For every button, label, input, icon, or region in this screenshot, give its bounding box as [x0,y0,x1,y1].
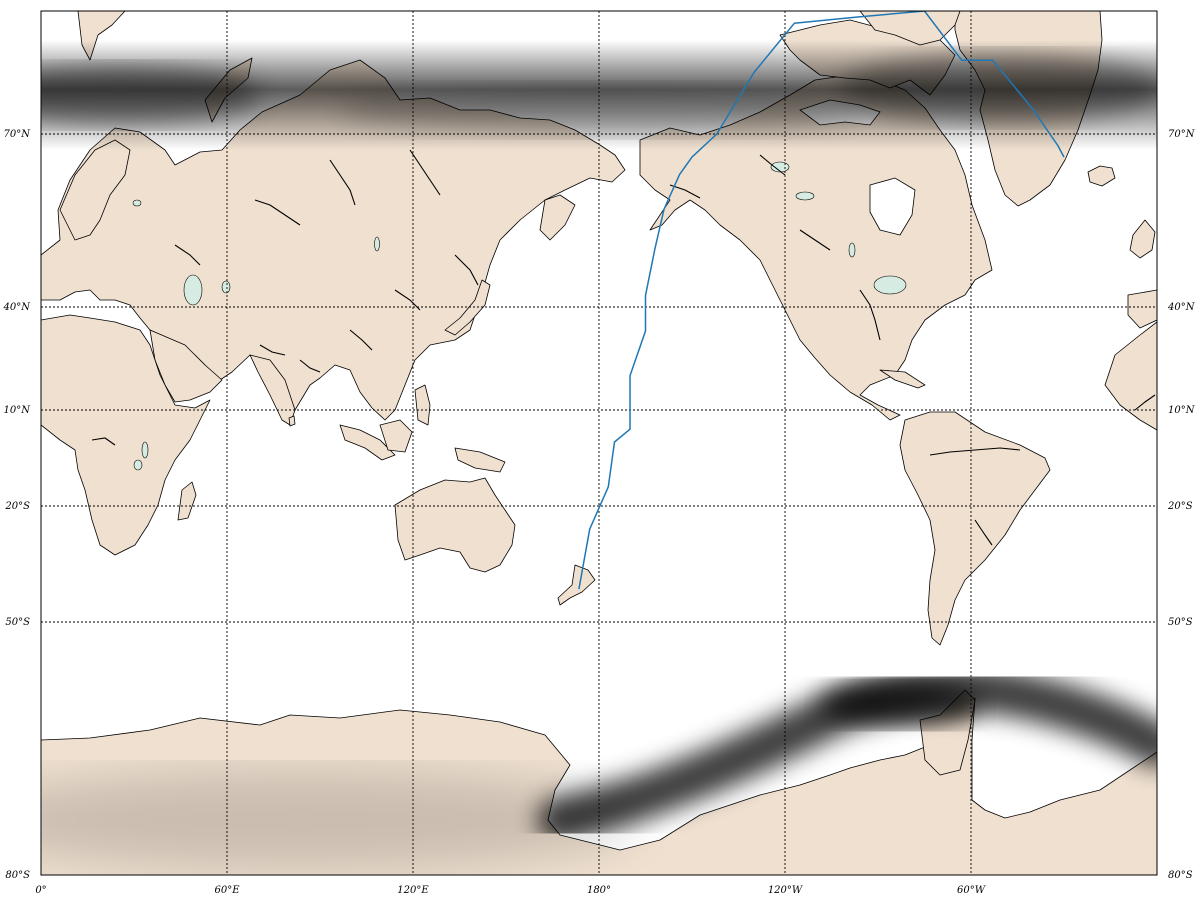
landmass-madagascar [177,481,197,521]
lake-ladoga [132,199,142,207]
rivers [91,149,1156,546]
lake-winnipeg [848,242,856,258]
shading-north-core-east [840,53,1157,123]
lon-label: 0° [35,885,46,896]
lon-label: 120°W [768,885,803,896]
lat-label-left: 70°N [4,129,32,140]
landmass-southeast-asia [339,424,396,461]
lat-label-right: 80°S [1168,870,1193,881]
landmass-sri-lanka [288,415,296,427]
lake-great-lakes [873,275,907,295]
lat-labels-left: 70°N 40°N 10°N 20°S 50°S 80°S [3,129,32,881]
landmass-iberia-europe [1127,289,1157,329]
landmass-africa [41,314,211,556]
lat-label-left: 50°S [5,617,30,628]
landmass-australia [394,477,516,573]
lon-label: 180° [587,885,611,896]
map-frame [40,10,1158,876]
lon-labels: 0° 60°E 120°E 180° 120°W 60°W [35,885,985,896]
lon-label: 120°E [397,885,429,896]
landmass-new-zealand [557,564,596,606]
lake-aral-sea [221,280,231,294]
lon-label: 60°W [957,885,986,896]
lake-tanganyika [141,441,149,459]
hudson-bay [869,177,916,236]
landmass-arabia [149,329,223,403]
route-line [578,11,1065,590]
landmass-south-america [899,411,1051,646]
landmass-british-isles [1129,219,1156,259]
landmass-japan [444,279,491,336]
shading-south-core [820,683,980,727]
lat-label-right: 70°N [1168,129,1196,140]
landmass-scandinavia [59,139,131,241]
lat-labels-right: 70°N 40°N 10°N 20°S 50°S 80°S [1167,129,1196,881]
landmass-kamchatka [539,194,576,241]
graticule [41,11,1157,875]
lat-label-right: 40°N [1167,302,1196,313]
lake-caspian-sea [183,274,203,306]
lake-victoria [133,459,143,471]
landmass-iceland [1087,165,1116,187]
lake-great-bear [770,161,790,173]
lon-label: 60°E [214,885,240,896]
lat-label-left: 40°N [3,302,32,313]
lat-label-left: 10°N [4,405,32,416]
lat-label-right: 10°N [1168,405,1196,416]
map-canvas [41,11,1157,875]
landmass-borneo [379,419,413,453]
lat-label-right: 50°S [1168,617,1193,628]
landmass-new-guinea [454,447,506,473]
landmass-cuba [879,369,926,389]
lat-label-left: 20°S [4,501,30,512]
landmass-taiwan-philippines [414,384,431,426]
shading-north-mid [340,85,860,135]
lat-label-left: 80°S [5,870,30,881]
shading-south-broad [41,770,640,870]
lat-label-right: 20°S [1167,501,1193,512]
lake-baikal [374,236,380,252]
shading-north-core-west [41,65,260,125]
lake-great-slave [795,191,815,201]
